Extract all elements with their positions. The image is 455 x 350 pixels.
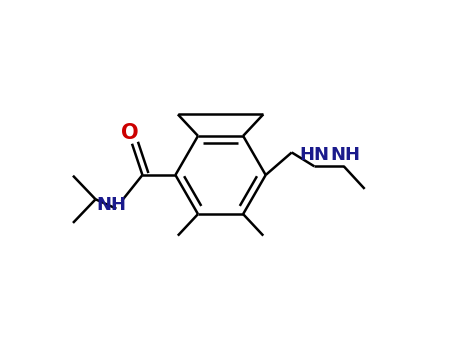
Text: NH: NH <box>331 146 361 163</box>
Text: NH: NH <box>97 196 127 213</box>
Text: HN: HN <box>299 146 329 163</box>
Text: O: O <box>121 122 139 143</box>
